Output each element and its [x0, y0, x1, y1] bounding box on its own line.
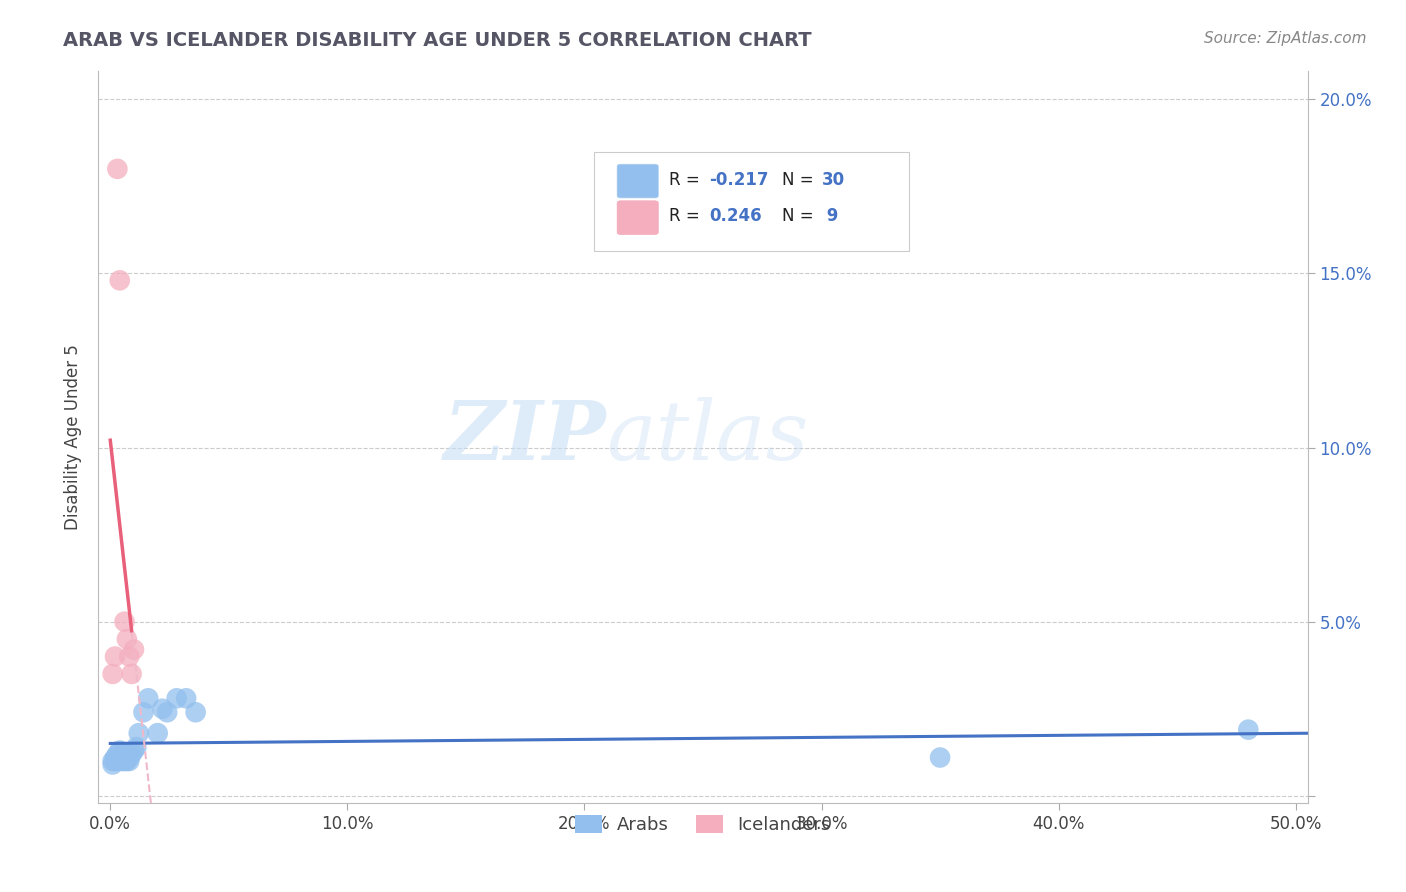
Point	[115, 754, 138, 768]
Point	[128, 726, 150, 740]
Point	[122, 743, 145, 757]
Text: R =: R =	[669, 207, 706, 225]
Point	[105, 747, 128, 761]
Text: ZIP: ZIP	[444, 397, 606, 477]
Y-axis label: Disability Age Under 5: Disability Age Under 5	[65, 344, 83, 530]
FancyBboxPatch shape	[617, 201, 658, 235]
Point	[929, 750, 952, 764]
Point	[136, 691, 159, 706]
Point	[118, 750, 141, 764]
Point	[121, 667, 143, 681]
Point	[115, 632, 138, 646]
Point	[121, 747, 143, 761]
Point	[115, 747, 138, 761]
Point	[174, 691, 197, 706]
Point	[108, 750, 131, 764]
Point	[114, 750, 136, 764]
Point	[132, 705, 155, 719]
Point	[105, 161, 128, 176]
Point	[184, 705, 207, 719]
Text: 30: 30	[821, 170, 845, 188]
Text: -0.217: -0.217	[709, 170, 769, 188]
Text: ARAB VS ICELANDER DISABILITY AGE UNDER 5 CORRELATION CHART: ARAB VS ICELANDER DISABILITY AGE UNDER 5…	[63, 31, 811, 50]
Point	[166, 691, 188, 706]
Point	[101, 757, 124, 772]
Legend: Arabs, Icelanders: Arabs, Icelanders	[568, 807, 838, 841]
Point	[1237, 723, 1260, 737]
Point	[152, 702, 174, 716]
Point	[146, 726, 169, 740]
Point	[104, 750, 127, 764]
Point	[101, 754, 124, 768]
Text: Source: ZipAtlas.com: Source: ZipAtlas.com	[1204, 31, 1367, 46]
Text: N =: N =	[782, 170, 818, 188]
FancyBboxPatch shape	[617, 164, 658, 198]
FancyBboxPatch shape	[595, 152, 908, 251]
Point	[101, 667, 124, 681]
Point	[118, 649, 141, 664]
Point	[104, 649, 127, 664]
Point	[156, 705, 179, 719]
Text: N =: N =	[782, 207, 818, 225]
Point	[118, 754, 141, 768]
Point	[122, 642, 145, 657]
Point	[108, 273, 131, 287]
Text: R =: R =	[669, 170, 706, 188]
Point	[111, 747, 134, 761]
Point	[111, 754, 134, 768]
Text: 0.246: 0.246	[709, 207, 762, 225]
Point	[105, 754, 128, 768]
Point	[114, 615, 136, 629]
Point	[125, 740, 148, 755]
Point	[104, 754, 127, 768]
Point	[114, 754, 136, 768]
Point	[108, 743, 131, 757]
Text: 9: 9	[821, 207, 839, 225]
Text: atlas: atlas	[606, 397, 808, 477]
